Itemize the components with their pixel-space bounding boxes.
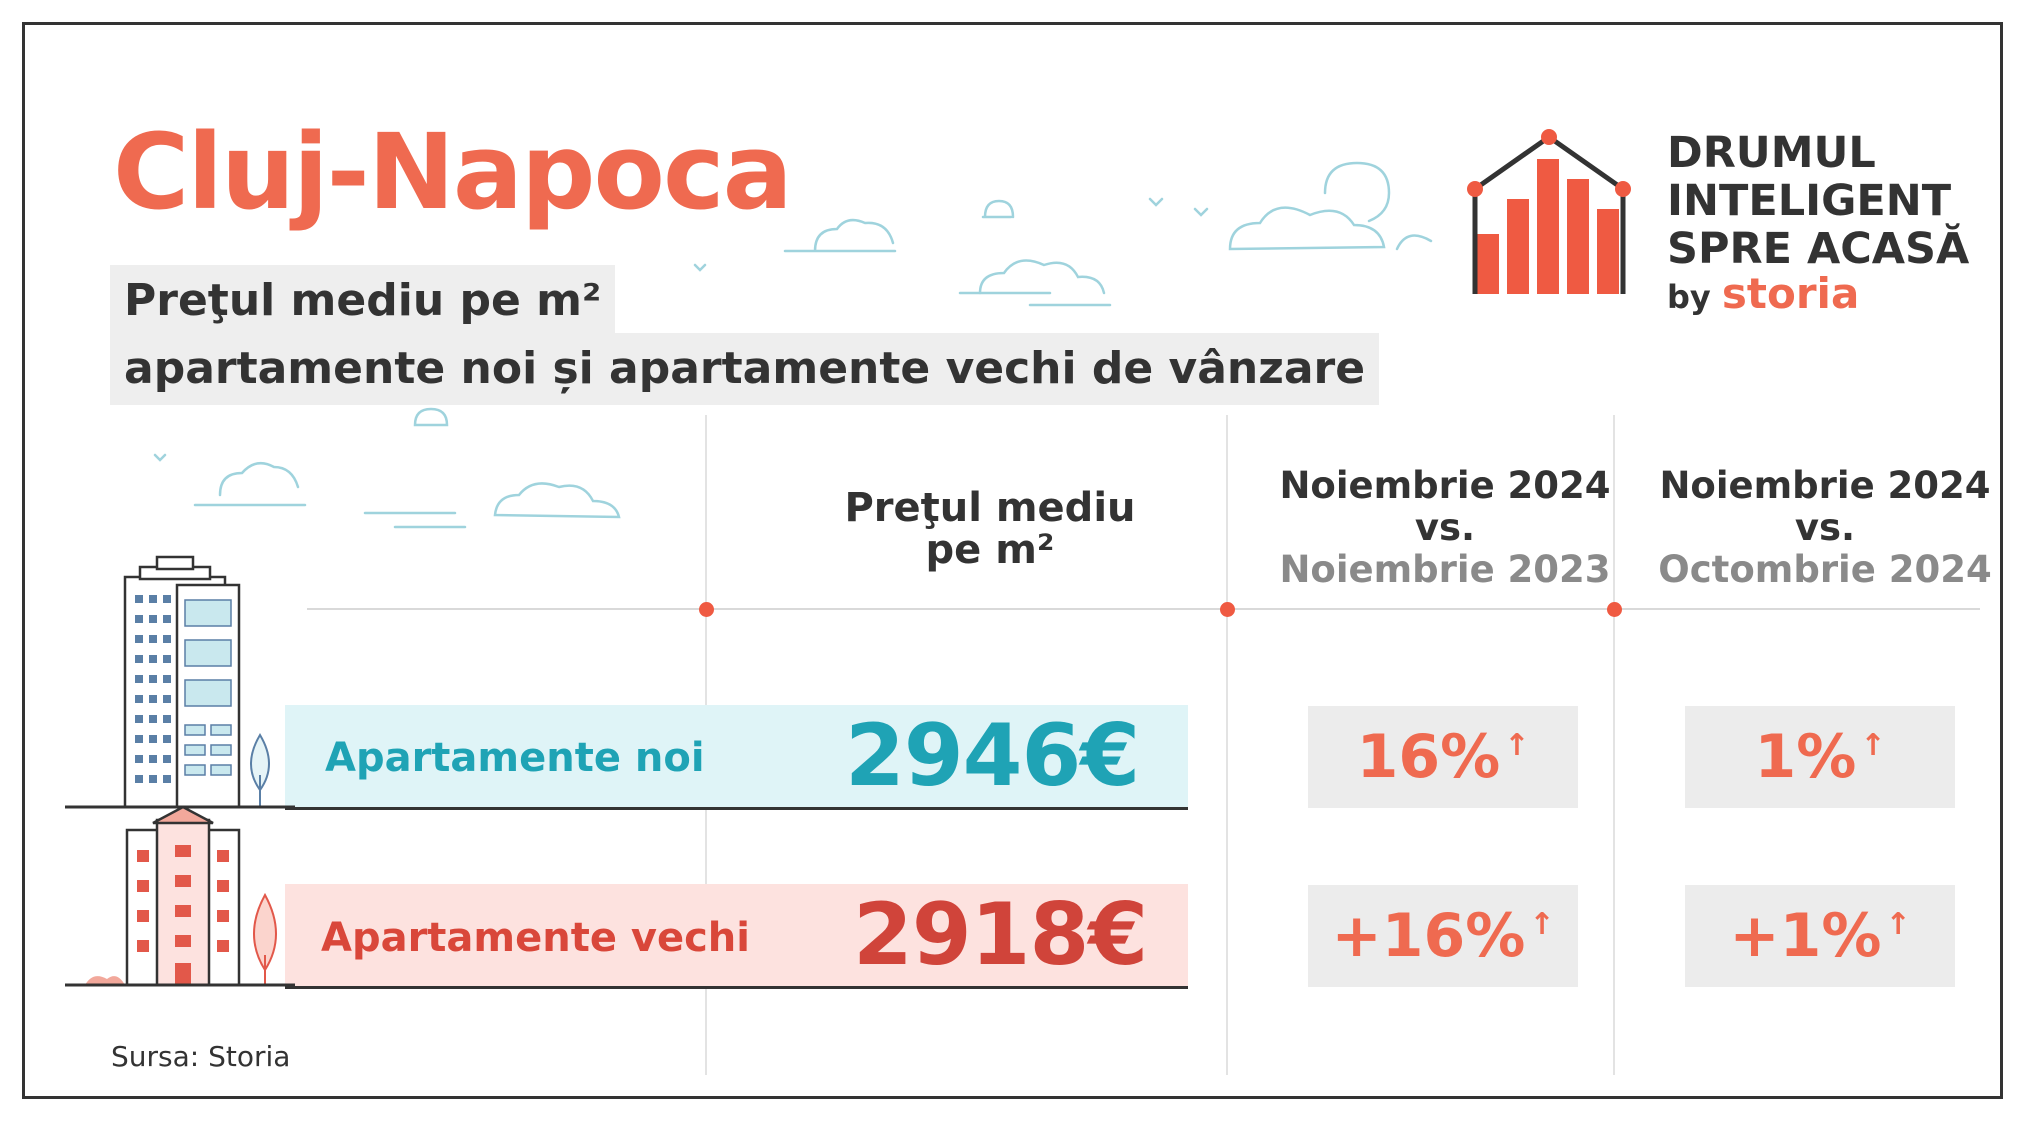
row-label-old-apartments: Apartamente vechi (321, 915, 750, 961)
column-header-mom-line2: vs. (1794, 506, 1856, 549)
logo-byline: by storia (1667, 273, 1859, 315)
logo-line-3: SPRE ACASĂ (1667, 224, 1970, 274)
mom-change-new-value: 1% (1754, 722, 1857, 792)
divider-dot (1220, 602, 1235, 617)
buildings-illustration-icon (65, 555, 295, 987)
column-divider (1613, 415, 1615, 1075)
column-header-yoy-line3: Noiembrie 2023 (1279, 548, 1611, 591)
column-header-mom: Noiembrie 2024 vs. Octombrie 2024 (1635, 465, 2015, 591)
column-divider (1226, 415, 1228, 1075)
house-chart-logo-icon (1467, 129, 1631, 294)
yoy-change-new: 16% ↑ (1308, 706, 1578, 808)
decorative-clouds (153, 161, 1433, 529)
column-header-price: Preţul mediu pe m² (800, 487, 1180, 571)
row-label-new-apartments: Apartamente noi (325, 735, 705, 781)
mom-change-old-value: +1% (1729, 901, 1882, 971)
yoy-change-new-value: 16% (1356, 722, 1501, 792)
source-note: Sursa: Storia (111, 1040, 291, 1073)
infographic-frame: Cluj-Napoca Preţul mediu pe m² apartamen… (22, 22, 2003, 1099)
row-band-old (285, 884, 1188, 989)
subtitle-price-per-sqm: Preţul mediu pe m² (110, 265, 616, 337)
divider-dot (699, 602, 714, 617)
arrow-up-icon: ↑ (1529, 907, 1555, 942)
column-header-price-line2: pe m² (925, 527, 1055, 573)
arrow-up-icon: ↑ (1504, 728, 1530, 763)
column-header-mom-line3: Octombrie 2024 (1658, 548, 1992, 591)
mom-change-new: 1% ↑ (1685, 706, 1955, 808)
column-header-yoy: Noiembrie 2024 vs. Noiembrie 2023 (1255, 465, 1635, 591)
header-divider (307, 608, 1980, 610)
page-title: Cluj-Napoca (113, 111, 793, 233)
column-header-yoy-line1: Noiembrie 2024 (1279, 464, 1611, 507)
arrow-up-icon: ↑ (1860, 728, 1886, 763)
price-new-apartments: 2946€ (845, 706, 1140, 806)
logo-wordmark: DRUMUL INTELIGENT SPRE ACASĂ (1667, 129, 1969, 273)
logo-by: by (1667, 278, 1711, 316)
arrow-up-icon: ↑ (1885, 907, 1911, 942)
column-header-yoy-line2: vs. (1414, 506, 1476, 549)
yoy-change-old-value: +16% (1331, 901, 1526, 971)
logo-brand: storia (1721, 269, 1860, 318)
column-header-mom-line1: Noiembrie 2024 (1659, 464, 1991, 507)
price-old-apartments: 2918€ (853, 885, 1148, 985)
logo-line-2: INTELIGENT (1667, 176, 1952, 226)
divider-dot (1607, 602, 1622, 617)
column-header-price-line1: Preţul mediu (844, 485, 1136, 531)
row-band-new (285, 705, 1188, 810)
subtitle-apartments: apartamente noi și apartamente vechi de … (110, 333, 1380, 405)
yoy-change-old: +16% ↑ (1308, 885, 1578, 987)
logo-line-1: DRUMUL (1667, 128, 1876, 178)
mom-change-old: +1% ↑ (1685, 885, 1955, 987)
